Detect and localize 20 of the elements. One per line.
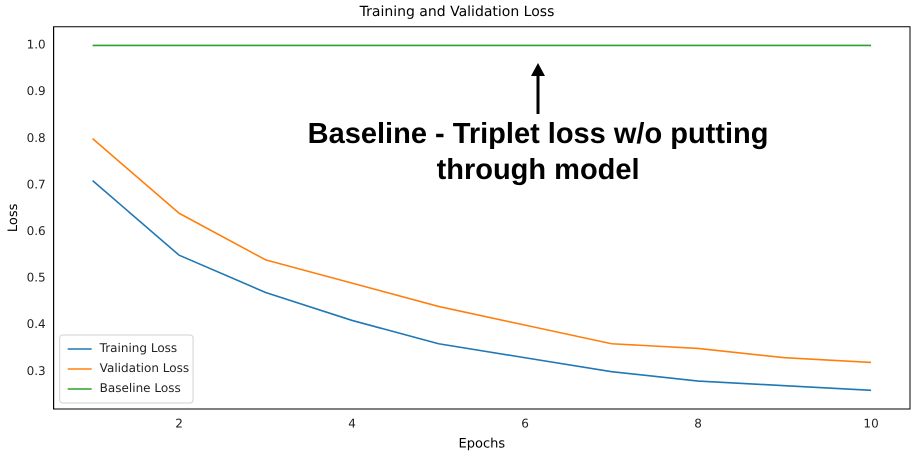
- x-tick-label: 2: [175, 416, 183, 430]
- x-tick-label: 10: [863, 416, 879, 430]
- y-tick-label: 0.6: [26, 224, 46, 238]
- legend-label: Training Loss: [98, 341, 178, 356]
- y-axis-title: Loss: [6, 203, 22, 232]
- x-tick-label: 4: [348, 416, 356, 430]
- x-tick-label: 6: [521, 416, 529, 430]
- y-tick-label: 0.5: [26, 270, 46, 285]
- y-tick-label: 1.0: [26, 38, 46, 52]
- legend-label: Validation Loss: [100, 361, 190, 376]
- x-axis-title: Epochs: [458, 436, 506, 452]
- legend-label: Baseline Loss: [100, 381, 181, 396]
- x-tick-label: 8: [694, 416, 702, 430]
- y-tick-label: 0.9: [26, 84, 46, 98]
- y-tick-label: 0.3: [26, 364, 46, 378]
- annotation: Baseline - Triplet loss w/o putting through model: [308, 118, 768, 186]
- y-tick-label: 0.8: [26, 130, 46, 145]
- chart-title: Training and Validation Loss: [358, 4, 554, 20]
- y-tick-label: 0.4: [26, 317, 46, 332]
- y-tick-label: 0.7: [26, 177, 46, 192]
